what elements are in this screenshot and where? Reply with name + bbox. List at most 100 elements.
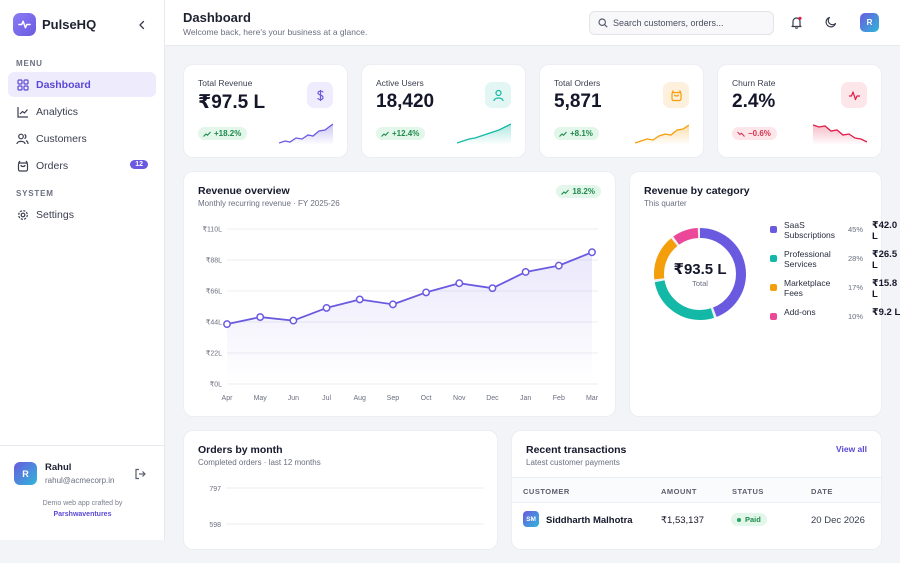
column-header[interactable]: STATUS (732, 487, 764, 496)
search-input[interactable] (613, 18, 763, 28)
credit-text: Demo web app crafted by (42, 500, 123, 507)
column-header[interactable]: AMOUNT (661, 487, 697, 496)
legend-label: SaaS Subscriptions (784, 220, 836, 240)
user-avatar[interactable]: R (14, 462, 37, 485)
chevron-left-icon (139, 20, 145, 30)
legend-value: ₹42.0 L (872, 220, 898, 242)
x-tick-label: Dec (486, 395, 499, 402)
card-subtitle: Monthly recurring revenue · FY 2025-26 (198, 199, 340, 208)
donut-slice (654, 228, 746, 320)
search-box[interactable] (589, 11, 774, 35)
data-point (322, 303, 331, 312)
card-subtitle: This quarter (644, 199, 687, 208)
sidebar-item-orders[interactable]: Orders 12 (8, 153, 156, 178)
y-tick-label: ₹88L (206, 257, 222, 265)
legend-percent: 45% (848, 225, 864, 234)
series-line (226, 251, 593, 325)
bag-icon (663, 82, 689, 108)
header-avatar[interactable]: R (860, 13, 879, 32)
legend-value: ₹26.5 L (872, 249, 898, 271)
x-tick-label: Aug (353, 395, 366, 402)
status-badge: Paid (731, 513, 767, 526)
revenue-growth-badge: 18.2% (556, 185, 601, 198)
data-point (355, 295, 364, 304)
series-area (227, 252, 592, 384)
sidebar-item-customers[interactable]: Customers (8, 126, 156, 151)
sidebar-item-label: Analytics (36, 105, 79, 118)
grid-icon (16, 78, 29, 91)
bell-icon (790, 16, 802, 29)
kpi-label: Total Revenue (198, 78, 253, 88)
legend-label: Professional Services (784, 249, 831, 269)
revenue-line-chart: ₹0L ₹22L ₹44L ₹66L ₹88L ₹110L Apr May Jun Jul Aug S… (202, 226, 599, 403)
card-title: Orders by month (198, 444, 283, 456)
sidebar-footer: R Rahul rahul@acmecorp.in Demo web app c… (0, 445, 165, 540)
notifications-button[interactable] (789, 15, 803, 29)
card-title: Recent transactions (526, 444, 627, 456)
category-donut-chart (654, 228, 746, 320)
top-header: Dashboard Welcome back, here's your busi… (165, 0, 900, 46)
legend-value: ₹9.2 L (872, 307, 900, 318)
kpi-card-users: Active Users 18,420 +12.4% (361, 64, 526, 158)
trend-down-icon (737, 131, 745, 137)
kpi-card-revenue: Total Revenue ₹97.5 L +18.2% (183, 64, 348, 158)
brand[interactable]: PulseHQ (13, 13, 96, 36)
page-subtitle: Welcome back, here's your business at a … (183, 27, 368, 37)
kpi-value: 5,871 (554, 91, 602, 112)
trend-up-icon (203, 131, 211, 137)
kpi-card-orders: Total Orders 5,871 +8.1% (539, 64, 704, 158)
pulse-icon (841, 82, 867, 108)
column-header[interactable]: CUSTOMER (523, 487, 570, 496)
users-icon (16, 132, 29, 145)
legend-swatch (770, 226, 777, 233)
card-subtitle: Completed orders · last 12 months (198, 458, 321, 467)
data-point (256, 313, 265, 322)
legend-item: Professional Services 28% ₹26.5 L (770, 249, 900, 273)
user-name: Rahul (45, 462, 72, 473)
pulse-logo-icon (13, 13, 36, 36)
x-tick-label: Mar (586, 395, 599, 402)
sidebar-item-analytics[interactable]: Analytics (8, 99, 156, 124)
logout-icon (135, 468, 146, 480)
customer-name: Siddharth Malhotra (546, 515, 633, 526)
collapse-sidebar-button[interactable] (135, 18, 149, 32)
kpi-card-churn: Churn Rate 2.4% −0.6% (717, 64, 882, 158)
y-tick-label: ₹44L (206, 319, 222, 327)
legend-percent: 17% (848, 283, 864, 292)
kpi-value: ₹97.5 L (198, 92, 266, 113)
bag-icon (16, 159, 29, 172)
theme-toggle-button[interactable] (824, 15, 838, 29)
sidebar-item-settings[interactable]: Settings (8, 202, 156, 227)
sidebar: PulseHQ MENU Dashboard Analytics Custome… (0, 0, 165, 540)
sidebar-item-label: Orders (36, 159, 69, 172)
y-tick-label: ₹66L (206, 288, 222, 296)
legend-swatch (770, 255, 777, 262)
x-tick-label: Feb (553, 395, 565, 402)
orders-sparkline (635, 124, 689, 145)
legend-percent: 28% (848, 254, 864, 263)
kpi-label: Churn Rate (732, 78, 776, 88)
sidebar-item-dashboard[interactable]: Dashboard (8, 72, 156, 97)
orders-bar-chart: 797 598 (209, 486, 484, 529)
column-header[interactable]: DATE (811, 487, 833, 496)
transactions-card: Recent transactions Latest customer paym… (511, 430, 882, 550)
users-sparkline (457, 123, 511, 145)
menu-section-label: MENU (16, 59, 43, 68)
kpi-value: 2.4% (732, 91, 776, 112)
logout-button[interactable] (134, 467, 147, 480)
data-point (554, 261, 563, 270)
view-all-link[interactable]: View all (835, 444, 867, 454)
x-tick-label: Jul (322, 395, 331, 402)
y-tick-label: ₹110L (202, 226, 222, 234)
x-tick-label: May (254, 395, 268, 402)
kpi-label: Total Orders (554, 78, 601, 88)
card-title: Revenue by category (644, 185, 750, 197)
legend-value: ₹15.8 L (872, 278, 898, 300)
customer-avatar: SM (523, 511, 539, 527)
credit-link[interactable]: Parshwaventures (53, 511, 112, 518)
data-point (455, 279, 464, 288)
x-tick-label: Apr (222, 395, 234, 402)
brand-name: PulseHQ (42, 17, 97, 32)
table-row[interactable]: SM Siddharth Malhotra ₹1,53,137 Paid 20 … (512, 503, 881, 537)
orders-count-badge: 12 (130, 160, 148, 169)
